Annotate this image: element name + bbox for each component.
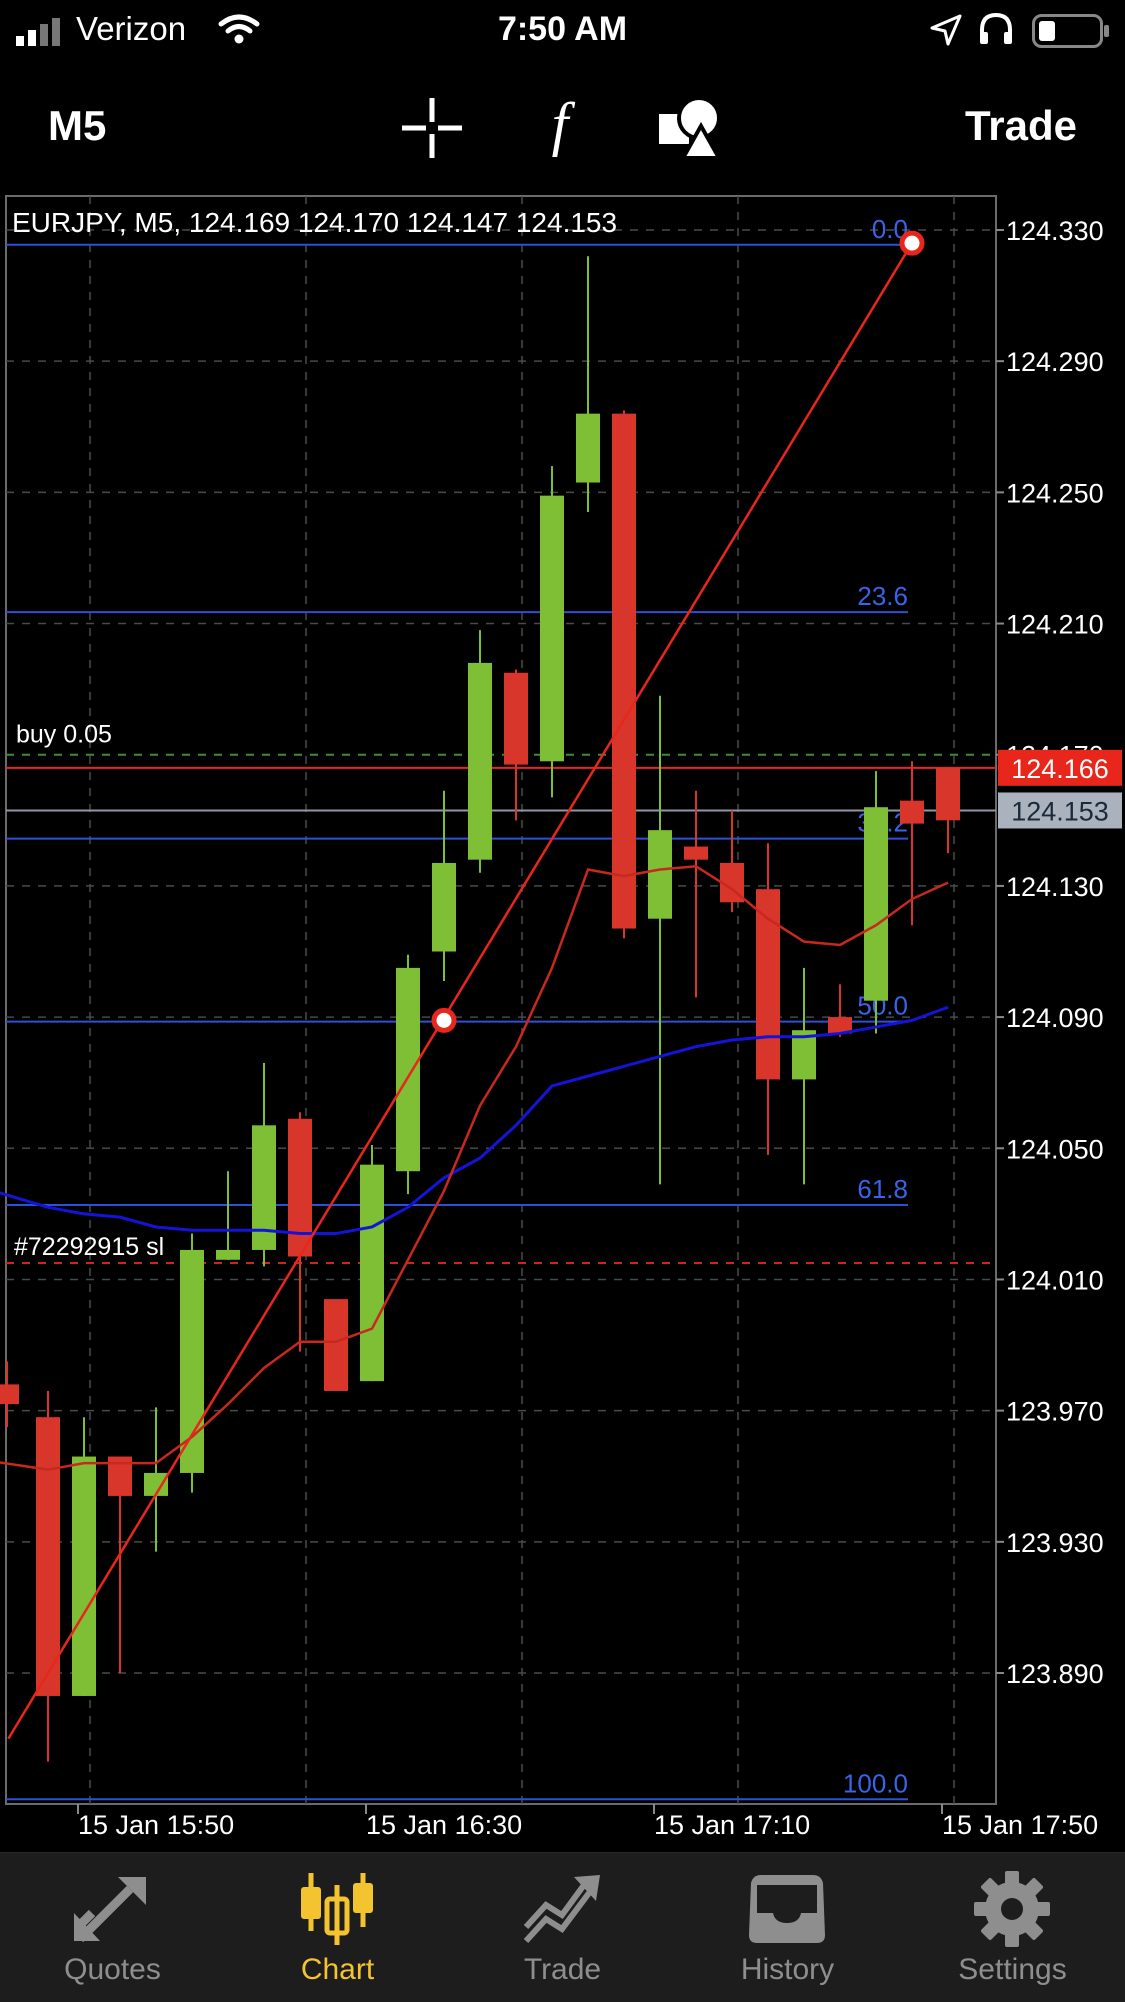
function-icon[interactable]: f [535, 94, 585, 160]
candles [0, 256, 960, 1762]
fib-level-label: 100.0 [843, 1768, 908, 1798]
stop-loss-label: #72292915 sl [14, 1233, 164, 1261]
trade-icon [523, 1875, 600, 1944]
candle-bull [648, 830, 672, 919]
headphones-icon [980, 12, 1012, 44]
chart-info: EURJPY, M5, 124.169 124.170 124.147 124.… [12, 207, 617, 238]
bid-price-box [998, 749, 1122, 786]
time-tick-label: 15 Jan 15:50 [78, 1810, 234, 1840]
candle-bull [432, 862, 456, 952]
location-icon [930, 14, 962, 46]
tab-settings-label: Settings [958, 1953, 1067, 1986]
candle-bull [792, 1030, 816, 1080]
candle-bear [684, 846, 708, 860]
moving-average-fast [0, 864, 949, 1471]
trade-button[interactable]: Trade [964, 102, 1077, 149]
candle-bull [540, 495, 564, 762]
svg-text:f: f [552, 94, 576, 157]
candle-bull [576, 413, 600, 483]
time-tick-label: 15 Jan 17:10 [654, 1810, 810, 1840]
price-tick-label: 124.090 [1006, 1003, 1104, 1033]
tab-quotes[interactable]: Quotes [0, 1853, 225, 2002]
tab-trade-label: Trade [523, 1953, 602, 1986]
settings-icon [974, 1871, 1050, 1947]
price-tick-label: 124.290 [1006, 347, 1104, 377]
candle-bear [612, 413, 636, 929]
bid-price-label: 124.166 [1011, 754, 1109, 784]
candle-bull [360, 1164, 384, 1382]
signal-icon [16, 18, 60, 46]
price-tick-label: 124.330 [1006, 216, 1104, 246]
price-tick-label: 124.130 [1006, 872, 1104, 902]
candle-bear [36, 1417, 60, 1696]
price-tick-label: 124.210 [1006, 610, 1104, 640]
candle-bear [324, 1299, 348, 1391]
status-bar: Verizon 7:50 AM [0, 0, 1125, 62]
time-tick-label: 15 Jan 16:30 [366, 1810, 522, 1840]
trend-line-segment [7, 242, 914, 1740]
tab-trade[interactable]: Trade [450, 1853, 675, 2002]
buy-order-label: buy 0.05 [16, 721, 112, 749]
price-tick-label: 124.010 [1006, 1265, 1104, 1295]
tab-history-label: History [740, 1953, 835, 1986]
chart-frame [5, 195, 997, 1805]
candle-bear [288, 1118, 312, 1257]
candle-bull [468, 662, 492, 860]
moving-average-slow [0, 1005, 949, 1236]
tab-history[interactable]: History [675, 1853, 900, 2002]
last-price-label: 124.153 [1011, 796, 1109, 826]
battery-icon [1032, 14, 1109, 48]
history-icon [749, 1875, 825, 1943]
trend-line-anchor [899, 230, 925, 256]
price-tick-label: 124.050 [1006, 1134, 1104, 1164]
price-axis: 124.330124.290124.250124.210124.170124.1… [996, 216, 1104, 1689]
clock: 7:50 AM [497, 10, 628, 48]
trend-line[interactable] [7, 230, 925, 1740]
quotes-icon [74, 1877, 146, 1943]
price-tick-label: 123.890 [1006, 1659, 1104, 1689]
candle-bear [936, 767, 960, 821]
tab-settings[interactable]: Settings [900, 1853, 1125, 2002]
tab-chart[interactable]: Chart [225, 1853, 450, 2002]
crosshair-icon[interactable] [400, 96, 464, 160]
chart-icon [301, 1873, 373, 1945]
candle-bear [828, 1017, 852, 1034]
tab-quotes-label: Quotes [64, 1953, 161, 1986]
time-tick-label: 15 Jan 17:50 [942, 1810, 1098, 1840]
shapes-icon[interactable] [655, 96, 725, 160]
candle-bear [900, 800, 924, 824]
price-tick-label: 123.970 [1006, 1397, 1104, 1427]
tab-chart-label: Chart [300, 1953, 375, 1986]
fib-level-label: 61.8 [857, 1174, 908, 1204]
candle-bear [756, 889, 780, 1080]
time-axis: 15 Jan 15:50 15 Jan 16:30 15 Jan 17:10 15 J… [77, 1804, 1098, 1840]
price-tick-label: 124.250 [1006, 478, 1104, 508]
period-button[interactable]: M5 [48, 102, 107, 149]
candle-bull [72, 1456, 96, 1696]
trend-line-anchor [431, 1007, 457, 1033]
wifi-icon [218, 14, 260, 44]
tab-bar: Quotes Chart Trade History [0, 1852, 1125, 2002]
candle-bear [504, 672, 528, 765]
candle-bull [864, 807, 888, 1001]
candle-bear [0, 1384, 19, 1405]
candle-bull [180, 1249, 204, 1473]
chart-toolbar: M5 Trade [0, 90, 1125, 170]
candle-bull [396, 967, 420, 1172]
carrier-name: Verizon [76, 10, 187, 47]
candle-bull [144, 1472, 168, 1496]
last-price-box [998, 792, 1122, 829]
grid-lines [6, 196, 996, 1804]
candle-bull [216, 1249, 240, 1260]
price-tick-label: 123.930 [1006, 1528, 1104, 1558]
fib-level-label: 23.6 [857, 581, 908, 611]
